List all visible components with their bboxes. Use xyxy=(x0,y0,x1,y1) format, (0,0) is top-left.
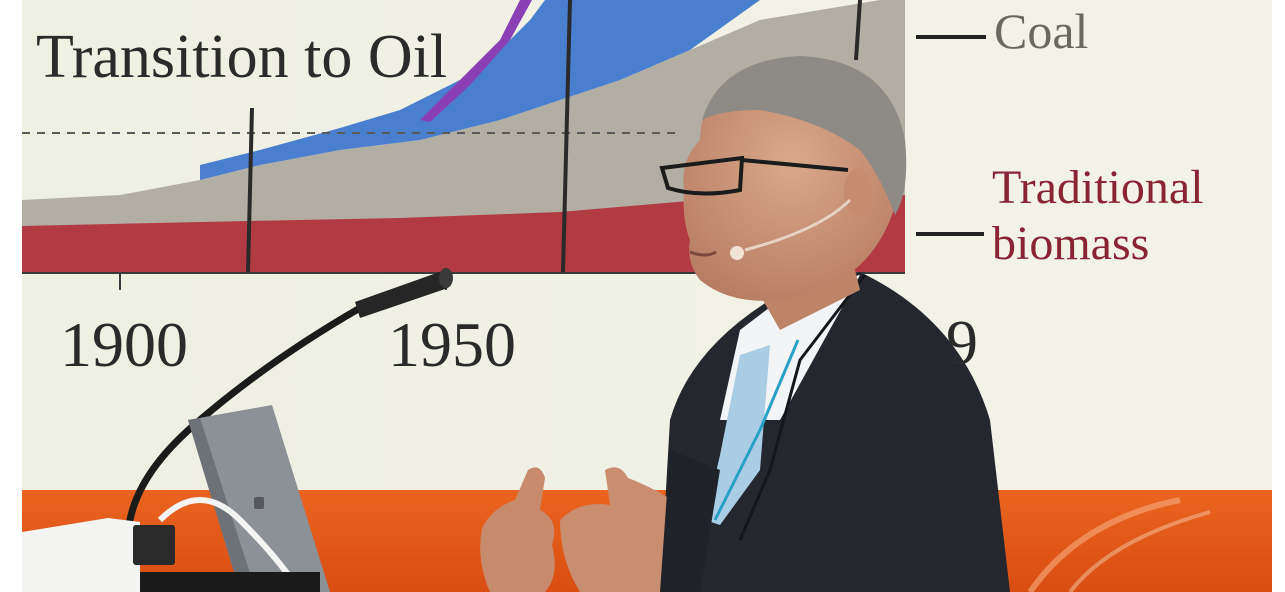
speaker-left-hand xyxy=(480,467,555,592)
chart-purple-area xyxy=(420,0,532,122)
lectern-device xyxy=(22,518,140,592)
chart-vertical-marker xyxy=(854,0,862,61)
speaker-mouth xyxy=(689,250,717,257)
stage-backdrop-arc xyxy=(1027,497,1181,592)
legend-traditional-line1: Traditional xyxy=(992,161,1204,214)
lectern-base xyxy=(140,572,320,592)
legend-coal-label: Coal xyxy=(994,3,1089,59)
usb-cable xyxy=(157,497,303,592)
headset-mic-icon xyxy=(730,198,852,260)
speaker-lanyard xyxy=(713,339,800,521)
speaker-hair xyxy=(702,56,907,215)
speaker-sleeve xyxy=(660,450,720,592)
axis-year-1900: 1900 xyxy=(60,309,188,380)
axis-year-partial: 9 xyxy=(946,307,978,378)
speaker-tie xyxy=(705,345,770,525)
speaker-glasses xyxy=(659,155,849,196)
chart-vertical-marker xyxy=(561,0,572,273)
stage-backdrop-arc xyxy=(1068,510,1211,592)
speaker xyxy=(480,56,1010,592)
speaker-right-hand xyxy=(560,467,694,592)
chart-blue-area xyxy=(200,0,760,180)
legend-traditional-biomass-label: Traditional biomass xyxy=(992,160,1204,272)
axis-year-1950: 1950 xyxy=(388,309,516,380)
speaker-ear xyxy=(844,168,872,216)
device-connector xyxy=(133,525,175,565)
chart-vertical-marker xyxy=(246,107,254,273)
legend-traditional-line2: biomass xyxy=(992,217,1150,270)
speaker-lapel xyxy=(738,274,867,541)
slide-title: Transition to Oil xyxy=(36,23,448,91)
